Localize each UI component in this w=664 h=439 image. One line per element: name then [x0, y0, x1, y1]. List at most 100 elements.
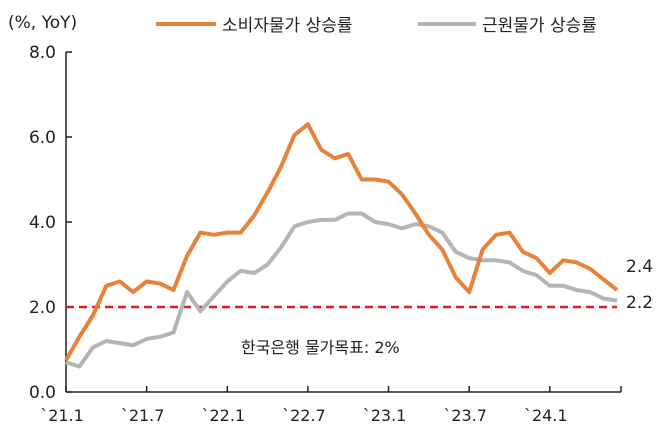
data-point-core [213, 295, 215, 297]
data-point-core [173, 332, 175, 333]
data-point-core [293, 225, 295, 227]
x-tick-label: `22.1 [201, 406, 245, 425]
data-point-cpi [589, 268, 591, 270]
x-tick-label: `21.7 [121, 406, 165, 425]
end-label-core: 2.2 [626, 293, 653, 313]
data-point-cpi [132, 291, 134, 293]
data-point-cpi [78, 336, 80, 338]
data-point-core [576, 289, 578, 291]
x-tick-label: `22.7 [282, 406, 326, 425]
x-tick-label: `23.7 [443, 406, 487, 425]
target-annotation: 한국은행 물가목표: 2% [241, 338, 400, 357]
data-point-cpi [253, 215, 255, 217]
data-point-core [267, 264, 269, 265]
data-point-core [508, 261, 510, 263]
legend-label-cpi: 소비자물가 상승률 [222, 16, 353, 36]
data-point-cpi [508, 232, 510, 234]
data-point-cpi [293, 134, 295, 136]
y-tick-label: 8.0 [29, 43, 56, 63]
series-line-core [65, 211, 618, 369]
data-point-cpi [482, 249, 484, 251]
data-point-core [199, 310, 201, 312]
data-point-cpi [320, 149, 322, 151]
data-point-core [186, 291, 188, 293]
data-point-cpi [495, 234, 497, 236]
x-tick-label: `24.1 [524, 406, 568, 425]
data-point-core [226, 281, 228, 282]
data-point-core [92, 346, 94, 348]
data-point-cpi [441, 249, 443, 251]
data-point-cpi [616, 289, 618, 291]
data-point-core [253, 272, 255, 274]
data-point-core [146, 338, 148, 340]
data-point-core [132, 344, 134, 346]
data-point-cpi [388, 181, 390, 183]
data-point-cpi [146, 281, 148, 282]
data-point-cpi [576, 261, 578, 263]
data-point-core [616, 300, 618, 302]
data-point-cpi [401, 193, 403, 195]
y-tick-label: 4.0 [29, 213, 56, 233]
data-point-cpi [361, 179, 363, 180]
data-point-core [468, 257, 470, 259]
data-point-cpi [414, 213, 416, 214]
legend-label-core: 근원물가 상승률 [482, 16, 597, 36]
data-point-cpi [105, 285, 107, 287]
series-line-cpi [64, 122, 619, 362]
data-point-core [347, 213, 349, 214]
data-point-cpi [562, 259, 564, 261]
data-point-core [119, 342, 121, 344]
y-tick-label: 6.0 [29, 128, 56, 148]
data-point-cpi [535, 257, 537, 259]
data-point-core [428, 225, 430, 227]
data-point-core [307, 221, 309, 223]
data-point-core [589, 291, 591, 293]
data-point-cpi [374, 179, 376, 180]
data-point-cpi [455, 276, 457, 278]
data-point-core [414, 223, 416, 225]
data-point-core [535, 274, 537, 276]
data-point-core [562, 285, 564, 287]
data-point-cpi [428, 234, 430, 236]
data-point-cpi [307, 123, 309, 125]
data-point-cpi [92, 315, 94, 316]
data-point-cpi [159, 283, 161, 285]
data-point-core [78, 366, 80, 367]
y-tick-label: 2.0 [29, 298, 56, 318]
data-point-core [549, 285, 551, 287]
x-tick-label: `23.1 [363, 406, 407, 425]
data-point-cpi [522, 251, 524, 253]
data-point-cpi [549, 272, 551, 274]
data-point-cpi [119, 281, 121, 282]
data-point-core [374, 221, 376, 223]
data-point-core [240, 270, 242, 272]
data-point-core [388, 223, 390, 225]
data-point-cpi [240, 232, 242, 234]
data-point-core [455, 251, 457, 253]
data-point-core [361, 213, 363, 214]
data-point-core [280, 247, 282, 248]
data-point-cpi [603, 278, 605, 280]
data-point-cpi [173, 289, 175, 291]
y-tick-label: 0.0 [29, 383, 56, 403]
data-point-core [482, 259, 484, 261]
data-point-cpi [280, 166, 282, 168]
data-point-cpi [199, 232, 201, 234]
end-label-cpi: 2.4 [626, 257, 653, 277]
legend: 소비자물가 상승률 근원물가 상승률 [156, 16, 597, 36]
data-point-core [401, 227, 403, 229]
data-point-core [522, 270, 524, 272]
data-point-core [159, 336, 161, 338]
x-tick-label: `21.1 [40, 406, 84, 425]
data-point-core [65, 361, 67, 363]
y-axis-label: (%, YoY) [8, 13, 77, 33]
data-point-cpi [186, 255, 188, 257]
data-point-cpi [468, 291, 470, 293]
data-point-core [334, 219, 336, 221]
data-point-core [441, 232, 443, 234]
data-point-cpi [347, 153, 349, 155]
data-point-cpi [267, 191, 269, 193]
data-point-core [320, 219, 322, 221]
